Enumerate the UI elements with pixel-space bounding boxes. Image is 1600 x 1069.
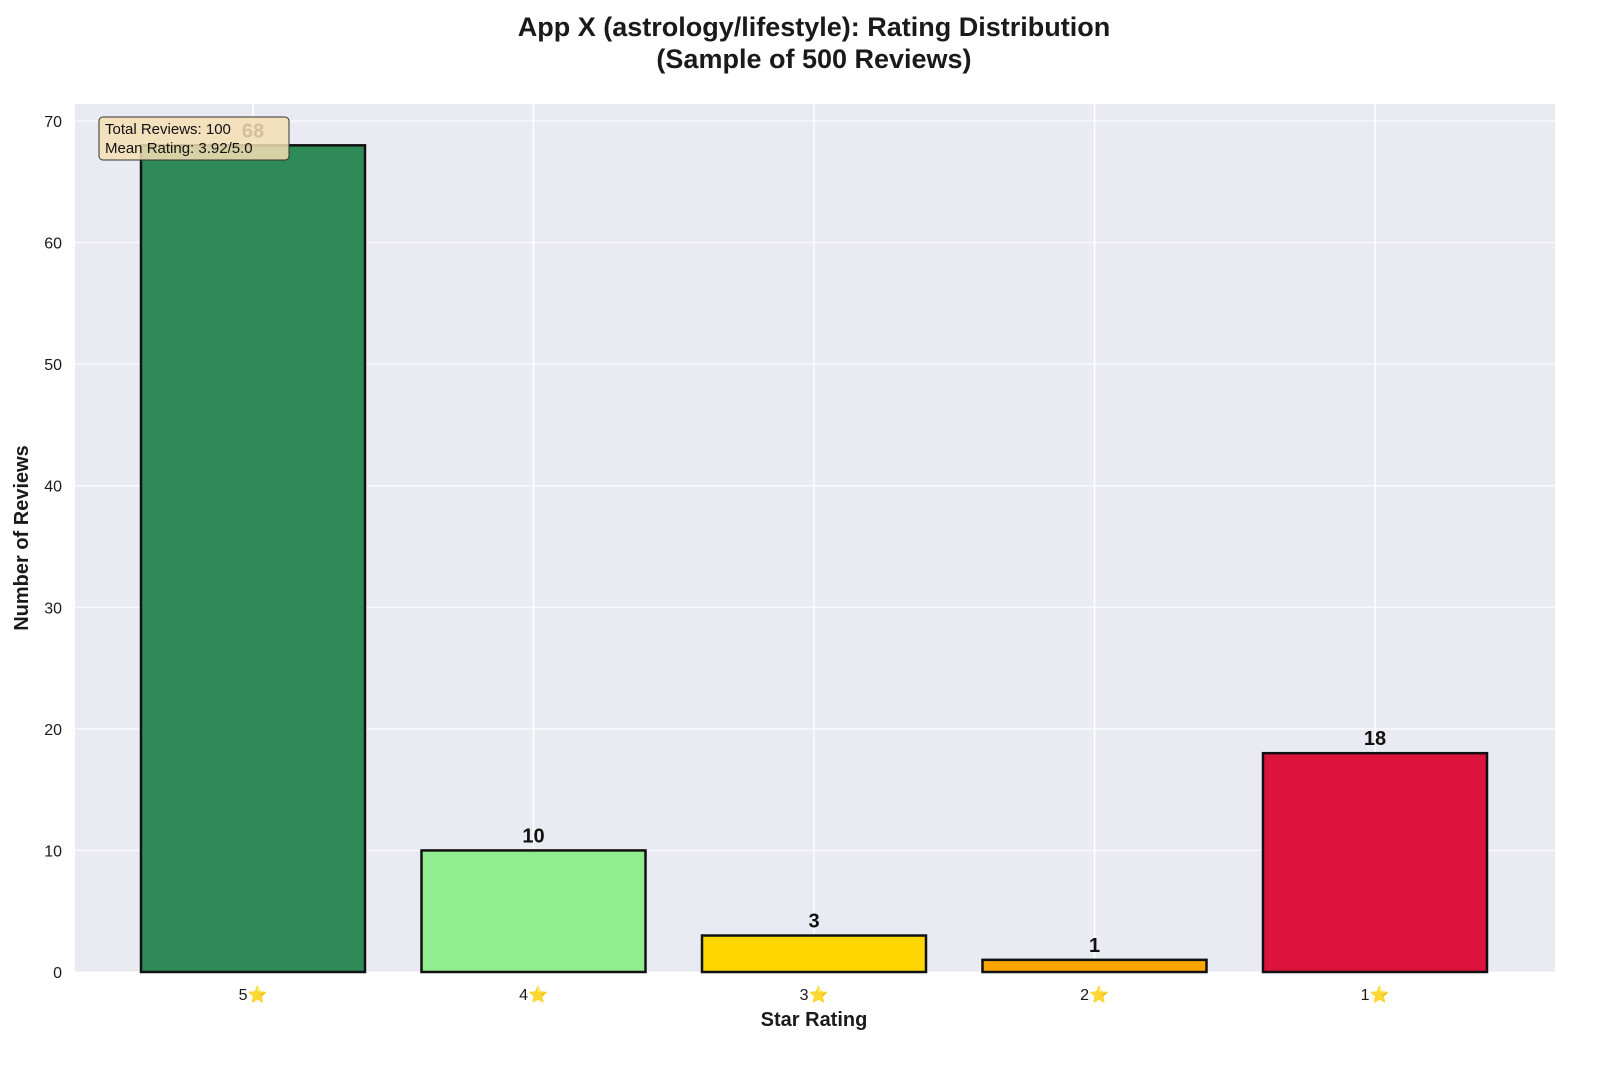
bar-value-label: 3: [808, 911, 819, 933]
x-tick-label: 4⭐: [519, 985, 548, 1004]
summary-mean-rating: Mean Rating: 3.92/5.0: [105, 140, 253, 157]
y-tick-label: 50: [44, 357, 62, 374]
bar-value-label: 1: [1089, 935, 1100, 957]
y-tick-label: 10: [44, 843, 62, 860]
y-tick-label: 40: [44, 479, 62, 496]
chart-title-line1: App X (astrology/lifestyle): Rating Dist…: [518, 12, 1111, 42]
y-tick-label: 30: [44, 600, 62, 617]
bar-value-label: 18: [1364, 728, 1386, 750]
x-tick-label: 5⭐: [239, 985, 268, 1004]
chart-title-line2: (Sample of 500 Reviews): [656, 44, 971, 74]
bar-value-label: 10: [522, 825, 544, 847]
y-axis-label: Number of Reviews: [11, 445, 33, 631]
summary-total-reviews: Total Reviews: 100: [105, 121, 231, 138]
y-tick-label: 0: [53, 965, 62, 982]
bar-2-star: [981, 958, 1208, 974]
x-tick-label: 3⭐: [800, 985, 829, 1004]
bar-3-star: [700, 934, 928, 974]
y-tick-label: 60: [44, 236, 62, 253]
x-tick-labels: 5⭐ 4⭐ 3⭐ 2⭐ 1⭐: [239, 985, 1390, 1004]
x-axis-label: Star Rating: [761, 1009, 868, 1031]
bar-1-star: [1261, 751, 1489, 974]
x-tick-label: 2⭐: [1080, 985, 1109, 1004]
x-tick-label: 1⭐: [1361, 985, 1390, 1004]
y-tick-label: 70: [44, 114, 62, 131]
y-tick-labels: 0 10 20 30 40 50 60 70: [44, 114, 62, 982]
bar-5-star: [139, 144, 367, 974]
bars: [139, 144, 1489, 974]
y-tick-label: 20: [44, 722, 62, 739]
bar-4-star: [420, 849, 647, 974]
summary-annotation-box: [98, 116, 290, 161]
summary-annotation: Total Reviews: 100 Mean Rating: 3.92/5.0: [98, 116, 290, 161]
